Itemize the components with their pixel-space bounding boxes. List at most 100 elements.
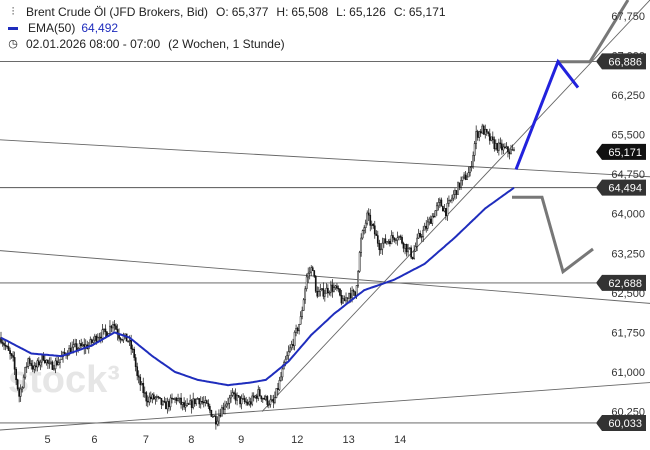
ema-line [0,186,515,387]
y-tick-label: 64,000 [611,209,645,221]
candle-body [66,354,69,357]
candle-body [9,350,11,354]
candle-body [239,396,241,405]
price-badge-label: 64,494 [608,183,642,195]
candle-body [122,336,125,341]
candle-body [136,366,139,376]
price-badge-label: 62,688 [608,278,642,290]
candle-body [336,285,338,289]
candle-body [63,352,66,355]
candle-body [457,182,459,195]
candle-body [313,270,316,277]
candle-body [499,142,502,145]
candle-body [431,215,434,224]
candle-body [458,182,461,188]
time-axis: 5 6 7 8 9 12 13 14 [44,434,406,446]
candle-body [296,327,299,332]
candle-body [148,396,151,403]
candle-body [360,237,363,253]
candle-body [460,180,462,188]
candle-body [277,388,279,390]
candle-body [331,284,334,292]
candle-body [452,194,455,199]
candle-body [422,229,425,238]
candle-body [383,238,385,244]
candle-body [487,131,490,134]
price-badge-label: 65,171 [608,147,642,159]
close-value: 65,171 [408,5,446,19]
candle-body [36,360,39,368]
candle-body [337,288,340,290]
candle-body [131,348,134,350]
ema-label: EMA(50) [28,21,76,35]
price-badge [596,414,646,431]
candle-body [417,233,420,239]
candle-body [249,401,252,405]
timestamp: 02.01.2026 08:00 - 07:00 [26,37,161,51]
candle-body [92,339,95,343]
candle-body [190,400,193,408]
price-badges: 66,886 65,171 64,494 62,688 60,033 [596,53,646,431]
candle-body [343,298,346,302]
candle-body [314,276,317,292]
candle-body [242,398,244,400]
candle-body [251,395,254,405]
candle-body [34,365,37,368]
candle-body [405,244,408,253]
candle-body [41,354,43,363]
y-tick-label: 61,750 [611,327,645,339]
candle-body [44,359,46,364]
candle-body [493,139,496,150]
candle-body [178,397,181,400]
x-tick-label: 12 [291,434,303,446]
projection-down [512,195,594,275]
candle-body [425,225,428,229]
candle-body [363,227,366,231]
ema-value: 64,492 [81,21,119,35]
candle-body [30,363,33,366]
candle-body [402,242,405,249]
candle-body [340,295,343,304]
candle-body [479,131,482,134]
candle-body [146,400,149,403]
candle-body [316,290,319,297]
candle-body [373,225,376,235]
candle-body [320,288,323,290]
candle-body [172,398,175,400]
candle-body [145,392,148,402]
candle-body [434,210,437,218]
legend-ema-row: EMA(50) 64,492 [6,20,446,36]
candle-body [218,414,220,422]
candle-body [482,125,485,135]
candle-body [12,355,14,358]
candle-body [95,335,98,342]
candle-body [286,355,288,360]
candle-body [496,143,499,151]
candle-body [342,298,344,304]
candle-body [74,343,77,345]
candle-body [68,347,70,356]
candle-body [75,343,78,351]
candle-body [372,223,375,227]
ema-swatch [8,26,18,30]
candle-body [204,400,207,403]
candle-body [201,401,204,403]
candle-body [379,248,382,251]
candle-body [260,395,263,400]
candle-body [15,368,17,381]
candle-body [429,218,432,224]
candle-body [130,339,132,350]
candle-body [308,271,311,274]
candle-body [305,276,308,290]
candle-body [317,291,320,297]
candle-body [345,297,347,302]
candle-body [224,405,226,410]
candle-body [408,247,411,249]
candle-body [449,199,452,202]
legend-instrument-row: ⫶ Brent Crude Öl (JFD Brokers, Bid) O: 6… [6,4,446,20]
candle-body [504,146,506,149]
candle-body [54,360,57,370]
candle-body [163,400,166,403]
candle-body [183,402,185,408]
